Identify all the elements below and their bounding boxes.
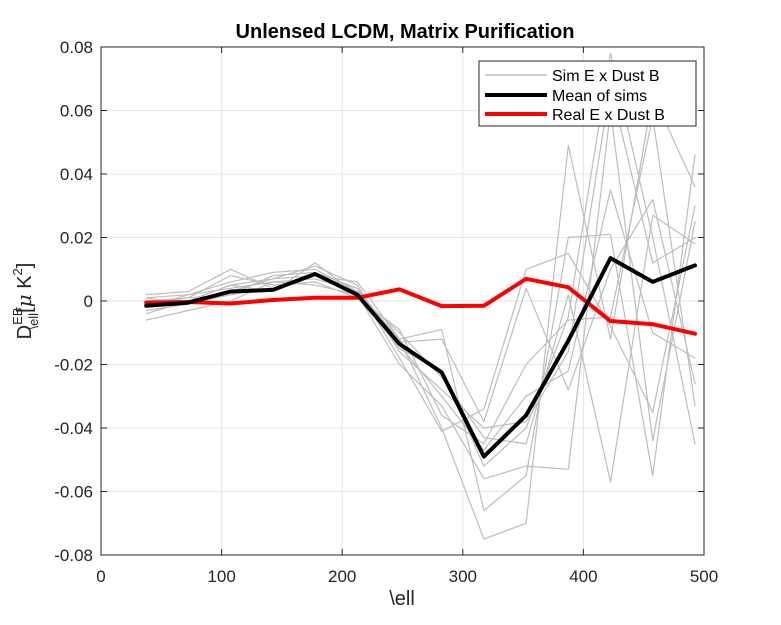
legend-label-mean: Mean of sims: [552, 88, 647, 105]
legend-label-sim: Sim E x Dust B: [552, 68, 660, 85]
x-axis-label: \ell: [389, 588, 415, 610]
y-label-base: D: [14, 325, 36, 339]
y-tick-label: -0.08: [54, 546, 93, 565]
y-tick-label: -0.06: [54, 483, 93, 502]
sim-series-line-4: [145, 109, 696, 480]
y-tick-label: 0.04: [60, 165, 93, 184]
plot-area: [100, 46, 705, 556]
sim-series-line-8: [145, 214, 696, 483]
y-label-unit-close: ]: [14, 263, 36, 269]
y-tick-label: -0.02: [54, 356, 93, 375]
sim-series-line-3: [145, 154, 696, 512]
x-tick-label: 500: [690, 567, 718, 586]
legend-label-real: Real E x Dust B: [552, 107, 665, 124]
real-series-line: [144, 276, 697, 336]
y-label-sup: EB: [10, 308, 25, 325]
x-tick-label: 0: [96, 567, 105, 586]
y-tick-label: 0.08: [60, 38, 93, 57]
x-tick-label: 400: [569, 567, 597, 586]
sim-series-line-9: [145, 198, 696, 423]
y-tick-labels: -0.08 -0.06 -0.04 -0.02 0 0.02 0.04 0.06 0.08: [54, 38, 93, 565]
y-tick-label: 0.02: [60, 229, 93, 248]
x-tick-label: 100: [207, 567, 235, 586]
y-label-sub: \ell: [26, 313, 41, 330]
y-tick-label: 0.06: [60, 102, 93, 121]
y-tick-label: -0.04: [54, 419, 93, 438]
y-label-unit-k: K: [14, 275, 36, 295]
sim-series-line-1: [145, 93, 696, 540]
legend: Sim E x Dust B Mean of sims Real E x Dus…: [478, 60, 697, 127]
sim-series-line-7: [145, 189, 696, 451]
y-tick-label: 0: [84, 292, 93, 311]
x-tick-labels: 0 100 200 300 400 500: [96, 567, 718, 586]
mean-series-line: [144, 256, 697, 459]
y-label-unit-mu: μ: [12, 294, 36, 307]
tick-marks: [100, 46, 705, 556]
y-label-unit-sup: 2: [10, 268, 25, 275]
chart-title: Unlensed LCDM, Matrix Purification: [236, 21, 575, 43]
x-tick-label: 300: [449, 567, 477, 586]
y-axis-label: DEB\ell[μ K2]: [10, 263, 41, 340]
x-tick-label: 200: [328, 567, 356, 586]
y-label-unit-open: [: [14, 307, 36, 313]
